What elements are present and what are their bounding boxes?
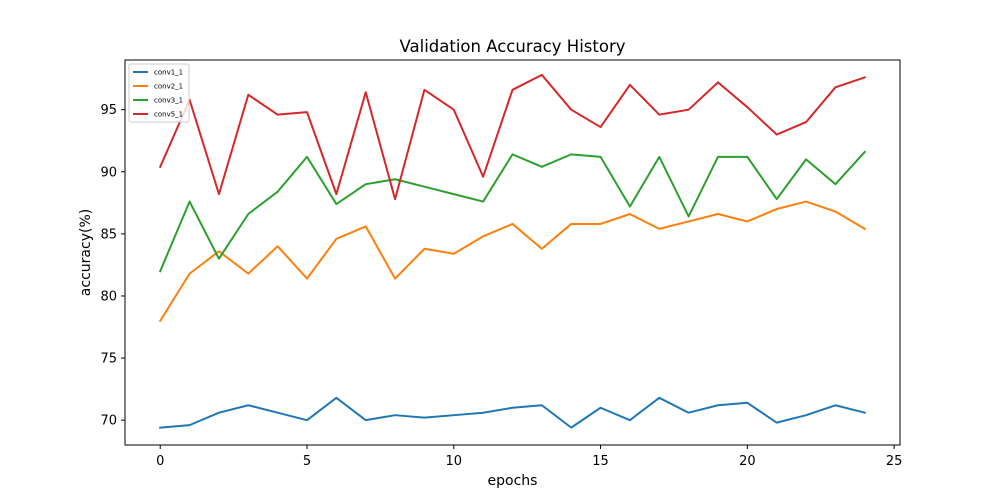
chart-title: Validation Accuracy History bbox=[400, 37, 626, 56]
x-tick-label: 5 bbox=[303, 454, 311, 469]
x-tick-label: 25 bbox=[886, 454, 903, 469]
series-line-conv5-1 bbox=[158, 73, 867, 201]
series-line-conv2-1 bbox=[158, 200, 867, 323]
plot-frame bbox=[124, 59, 901, 446]
series-line-conv3-1 bbox=[158, 150, 867, 273]
y-tick-label: 75 bbox=[100, 352, 117, 367]
y-axis-label: accuracy(%) bbox=[78, 209, 94, 296]
x-axis: 0 5 10 15 20 25 bbox=[156, 445, 902, 469]
x-tick-label: 15 bbox=[592, 454, 609, 469]
series-line-conv1-1 bbox=[159, 396, 866, 429]
y-axis: 70 75 80 85 90 95 bbox=[100, 103, 125, 429]
y-tick-label: 70 bbox=[100, 414, 117, 429]
x-tick-label: 10 bbox=[446, 454, 463, 469]
y-tick-label: 90 bbox=[100, 165, 117, 180]
y-tick-label: 85 bbox=[100, 227, 117, 242]
series-lines bbox=[158, 73, 867, 429]
legend-label: conv2_1 bbox=[154, 83, 183, 91]
legend-label: conv3_1 bbox=[154, 97, 183, 105]
y-tick-label: 95 bbox=[100, 103, 117, 118]
y-tick-label: 80 bbox=[100, 289, 117, 304]
legend: conv1_1 conv2_1 conv3_1 conv5_1 bbox=[128, 63, 190, 123]
legend-label: conv5_1 bbox=[154, 111, 183, 119]
x-axis-label: epochs bbox=[488, 473, 538, 489]
legend-label: conv1_1 bbox=[154, 69, 183, 77]
x-tick-label: 0 bbox=[156, 454, 164, 469]
legend-box bbox=[128, 63, 190, 123]
x-tick-label: 20 bbox=[739, 454, 756, 469]
